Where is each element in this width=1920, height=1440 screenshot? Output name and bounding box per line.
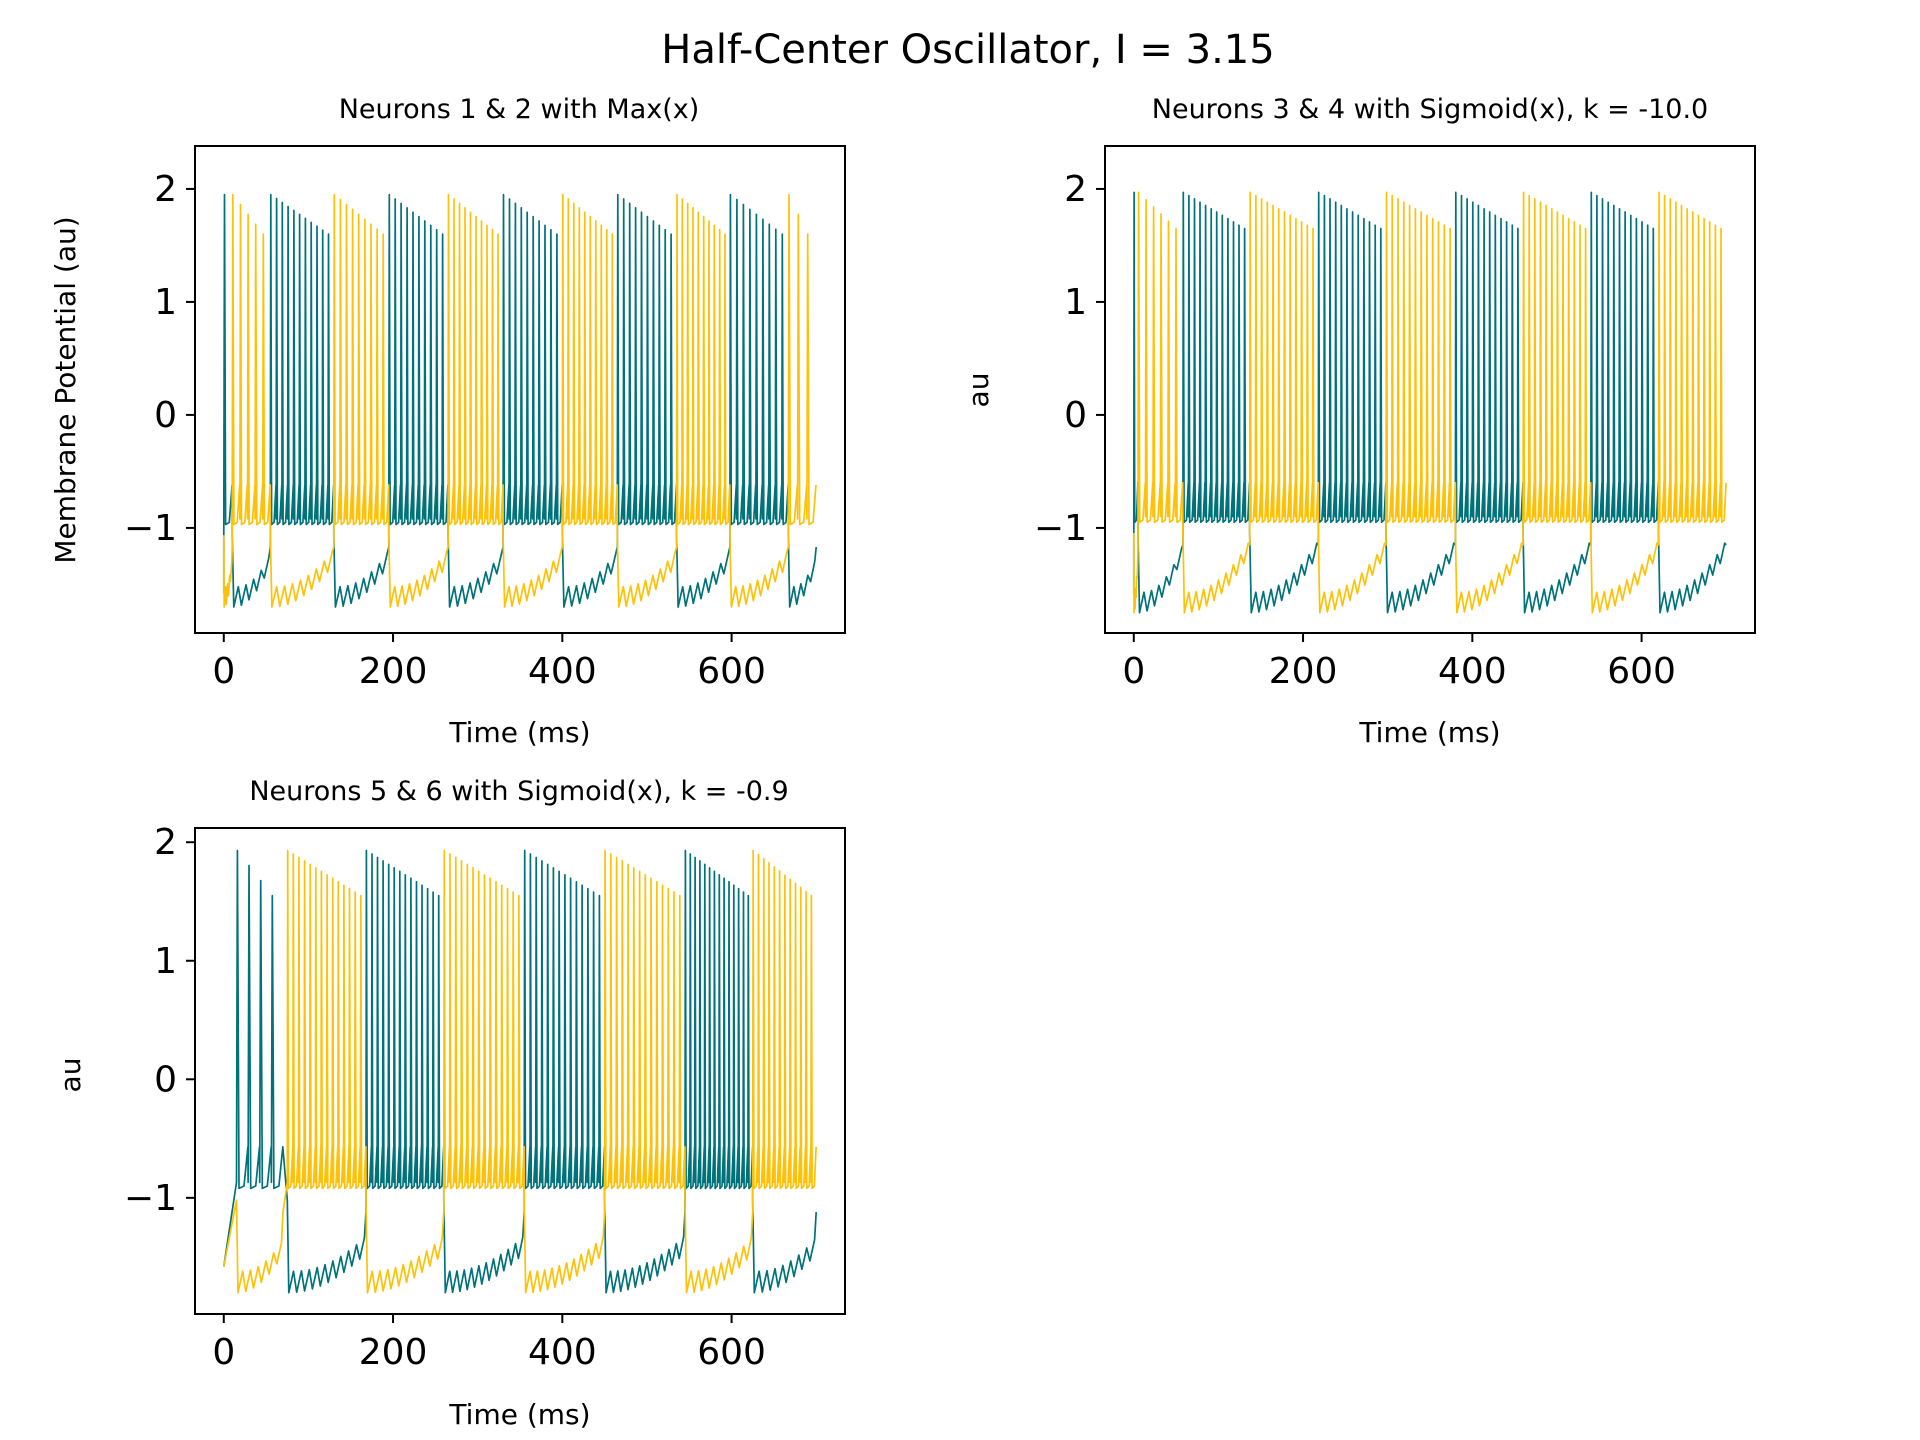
panel-2-xtick-label: 600 <box>1607 651 1676 692</box>
panel-2-ytick-label: 1 <box>1064 282 1087 323</box>
panel-2-ytick-label: 0 <box>1064 395 1087 436</box>
panel-2-xtick-label: 0 <box>1122 651 1145 692</box>
panel-3: Neurons 5 & 6 with Sigmoid(x), k = -0.9 … <box>54 776 846 1431</box>
panel-1-ytick-label: −1 <box>124 508 177 549</box>
panel-3-xtick-label: 400 <box>528 1332 597 1373</box>
panel-3-trace-teal <box>222 849 818 1294</box>
panel-2-ytick-label: −1 <box>1034 508 1087 549</box>
panel-2-xlabel: Time (ms) <box>1358 716 1500 749</box>
panel-1-trace-gold <box>222 193 817 608</box>
panel-1-xtick-label: 600 <box>697 651 766 692</box>
panel-1-ytick-label: 0 <box>154 395 177 436</box>
panel-2-ylabel: au <box>962 373 995 408</box>
panel-3-ylabel: au <box>54 1058 87 1093</box>
panel-1-plot-area: 0 200 400 600 −1 0 1 2 <box>124 145 846 692</box>
panel-2-ytick-label: 2 <box>1064 169 1087 210</box>
panel-1-frame <box>194 145 846 634</box>
figure-title: Half-Center Oscillator, I = 3.15 <box>661 27 1274 73</box>
panel-3-title: Neurons 5 & 6 with Sigmoid(x), k = -0.9 <box>249 776 788 807</box>
panel-2-trace-gold <box>1132 191 1727 614</box>
panel-2-xtick-label: 200 <box>1269 651 1338 692</box>
panel-1-xlabel: Time (ms) <box>448 716 590 749</box>
panel-2-frame <box>1104 145 1756 634</box>
panel-1-trace-teal <box>222 193 818 608</box>
panel-1-ytick-label: 1 <box>154 282 177 323</box>
panel-1-title: Neurons 1 & 2 with Max(x) <box>339 94 700 125</box>
panel-1-ylabel: Membrane Potential (au) <box>49 216 82 563</box>
panel-2-title: Neurons 3 & 4 with Sigmoid(x), k = -10.0 <box>1152 94 1708 125</box>
panel-3-ytick-label: 1 <box>154 941 177 982</box>
panel-3-plot-area: 0 200 400 600 −1 0 1 2 <box>124 822 846 1373</box>
panel-2: Neurons 3 & 4 with Sigmoid(x), k = -10.0… <box>962 94 1756 749</box>
panel-3-xtick-label: 0 <box>212 1332 235 1373</box>
panel-1: Neurons 1 & 2 with Max(x) 0 200 400 600 −1 0 1… <box>49 94 846 749</box>
panel-3-ytick-label: 0 <box>154 1059 177 1100</box>
panel-3-trace-gold <box>222 849 817 1294</box>
panel-1-ytick-label: 2 <box>154 169 177 210</box>
panel-1-xtick-label: 200 <box>359 651 428 692</box>
panel-3-xtick-label: 200 <box>359 1332 428 1373</box>
panel-3-ytick-label: −1 <box>124 1178 177 1219</box>
panel-3-frame <box>194 827 846 1315</box>
panel-2-trace-teal <box>1132 191 1727 614</box>
panel-1-xtick-label: 400 <box>528 651 597 692</box>
panel-3-xlabel: Time (ms) <box>448 1398 590 1431</box>
panel-2-plot-area: 0 200 400 600 −1 0 1 2 <box>1034 145 1756 692</box>
panel-3-ytick-label: 2 <box>154 822 177 863</box>
panel-1-xtick-label: 0 <box>212 651 235 692</box>
panel-2-xtick-label: 400 <box>1438 651 1507 692</box>
panel-3-xtick-label: 600 <box>697 1332 766 1373</box>
